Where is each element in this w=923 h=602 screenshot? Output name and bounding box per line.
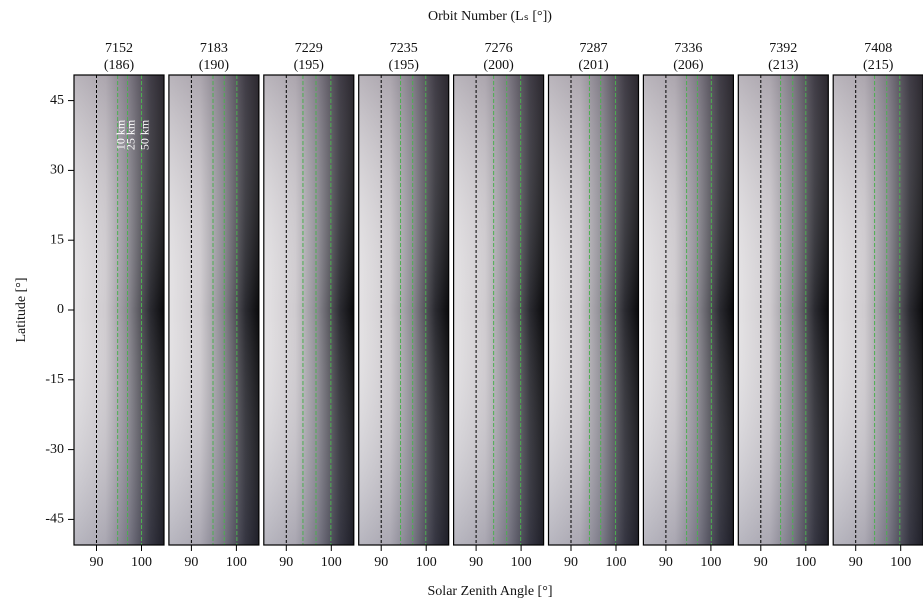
x-tick-label: 100 <box>321 555 342 570</box>
strip-shade <box>358 75 449 545</box>
panel-frame <box>547 74 640 546</box>
x-tick-label: 90 <box>659 555 673 570</box>
strip-shade <box>833 75 923 545</box>
panel-frame <box>737 74 829 546</box>
x-tick-label: 90 <box>90 555 104 570</box>
panel-frame <box>168 74 260 546</box>
x-tick-label: 100 <box>700 555 721 570</box>
panel-frame <box>642 74 735 546</box>
x-tick-label: 100 <box>226 555 247 570</box>
y-axis-label: Latitude [°] <box>14 277 29 342</box>
y-tick-label: 15 <box>50 232 64 247</box>
x-tick-label: 100 <box>511 555 532 570</box>
strip-shade <box>548 75 639 545</box>
orbit-label: 7276 <box>485 41 513 56</box>
altitude-label: 10 km <box>113 119 127 150</box>
panel-frame <box>832 74 923 546</box>
strip-shade <box>263 75 354 545</box>
altitude-label: 25 km <box>123 119 137 150</box>
x-tick-label: 100 <box>131 555 152 570</box>
x-tick-label: 90 <box>754 555 768 570</box>
ls-label: (213) <box>768 58 799 73</box>
panel-frame <box>263 74 355 546</box>
orbit-label: 7235 <box>390 41 418 56</box>
x-tick-label: 100 <box>416 555 437 570</box>
y-tick-label: 45 <box>50 93 64 108</box>
x-axis-label: Solar Zenith Angle [°] <box>428 584 553 599</box>
strip-shade <box>168 75 259 545</box>
orbit-label: 7229 <box>295 41 323 56</box>
x-tick-label: 90 <box>564 555 578 570</box>
y-tick-label: -15 <box>45 372 64 387</box>
x-tick-label: 100 <box>890 555 911 570</box>
x-tick-label: 90 <box>279 555 293 570</box>
orbit-label: 7336 <box>674 41 702 56</box>
x-tick-label: 90 <box>469 555 483 570</box>
altitude-label: 50 km <box>137 119 151 150</box>
y-tick-label: -45 <box>45 512 64 527</box>
orbit-label: 7183 <box>200 41 228 56</box>
orbit-label: 7392 <box>769 41 797 56</box>
x-tick-label: 90 <box>374 555 388 570</box>
ls-label: (186) <box>104 58 135 73</box>
panel-frame <box>453 74 545 546</box>
strip-shade <box>643 75 734 545</box>
strip-shade <box>453 75 544 545</box>
ls-label: (190) <box>199 58 230 73</box>
x-tick-label: 100 <box>606 555 627 570</box>
x-tick-label: 90 <box>849 555 863 570</box>
panel-frame <box>358 74 450 546</box>
orbit-label: 7287 <box>580 41 608 56</box>
x-tick-label: 90 <box>184 555 198 570</box>
x-tick-label: 100 <box>795 555 816 570</box>
y-tick-label: 30 <box>50 163 64 178</box>
ls-label: (206) <box>673 58 704 73</box>
ls-label: (215) <box>863 58 894 73</box>
ls-label: (201) <box>578 58 609 73</box>
ls-label: (200) <box>483 58 514 73</box>
strip-shade <box>738 75 829 545</box>
chart-title: Orbit Number (Lₛ [°]) <box>428 9 552 24</box>
ls-label: (195) <box>294 58 325 73</box>
strip-shade <box>74 75 164 545</box>
y-tick-label: -30 <box>45 442 64 457</box>
ls-label: (195) <box>389 58 420 73</box>
y-tick-label: 0 <box>57 302 64 317</box>
orbit-label: 7152 <box>105 41 133 56</box>
orbit-label: 7408 <box>864 41 892 56</box>
